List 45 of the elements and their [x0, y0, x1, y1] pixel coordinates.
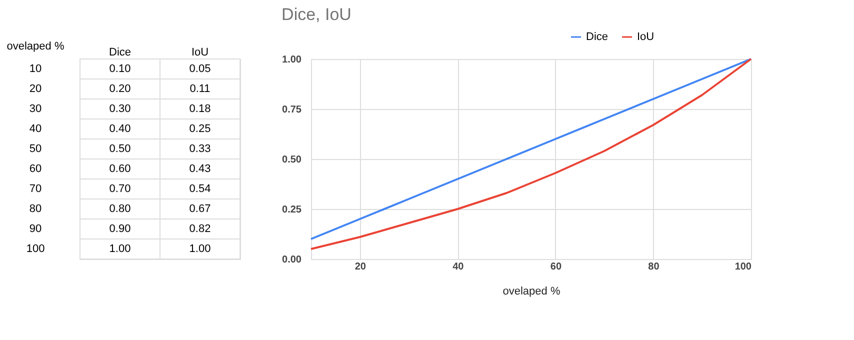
x-tick-label: 80	[648, 262, 660, 272]
data-label: 0.18	[189, 103, 211, 115]
data-label: 0.70	[109, 183, 131, 195]
y-tick-label: 0.75	[282, 104, 302, 116]
data-label: 0.05	[189, 63, 211, 75]
y-axis-title: ovelaped %	[6, 40, 64, 52]
data-label: 0.40	[109, 123, 131, 135]
x-tick-label: 100	[734, 262, 752, 272]
y-tick-label: 0.00	[282, 254, 302, 266]
y-tick-label: 70	[29, 183, 42, 195]
data-label: 0.10	[109, 63, 131, 75]
x-tick-label: 60	[550, 262, 562, 272]
y-tick-label: 100	[26, 243, 45, 255]
y-tick-label: 0.25	[282, 204, 302, 216]
data-label: 0.50	[109, 143, 131, 155]
data-label: 0.90	[109, 223, 131, 235]
y-tick-label: 50	[29, 143, 42, 155]
data-label: 1.00	[189, 243, 211, 255]
x-tick-label: 20	[354, 262, 366, 272]
data-label: 0.82	[189, 223, 211, 235]
data-label: 0.43	[189, 163, 211, 175]
y-tick-label: 90	[29, 223, 42, 235]
legend-label: IoU	[637, 31, 654, 43]
y-tick-label: 60	[29, 163, 42, 175]
y-tick-label: 30	[29, 103, 42, 115]
y-tick-label: 20	[29, 83, 42, 95]
y-tick-label: 10	[29, 63, 42, 75]
data-label: 0.30	[109, 103, 131, 115]
data-label: 0.80	[109, 203, 131, 215]
data-label: 1.00	[109, 243, 131, 255]
y-tick-label: 0.50	[282, 154, 302, 166]
x-tick-label: 40	[452, 262, 464, 272]
x-axis-title: ovelaped %	[502, 286, 560, 298]
chart-title: Dice, IoU	[282, 5, 352, 24]
y-tick-label: 1.00	[282, 54, 302, 66]
y-tick-label: 80	[29, 203, 42, 215]
data-label: 0.25	[189, 123, 211, 135]
data-label: 0.54	[189, 183, 211, 195]
legend-label: Dice	[586, 31, 608, 43]
data-label: 0.67	[189, 203, 211, 215]
data-label: 0.20	[109, 83, 131, 95]
data-label: 0.11	[190, 83, 210, 95]
y-tick-label: 40	[29, 123, 42, 135]
data-label: 0.33	[189, 143, 211, 155]
data-label: 0.60	[109, 163, 131, 175]
